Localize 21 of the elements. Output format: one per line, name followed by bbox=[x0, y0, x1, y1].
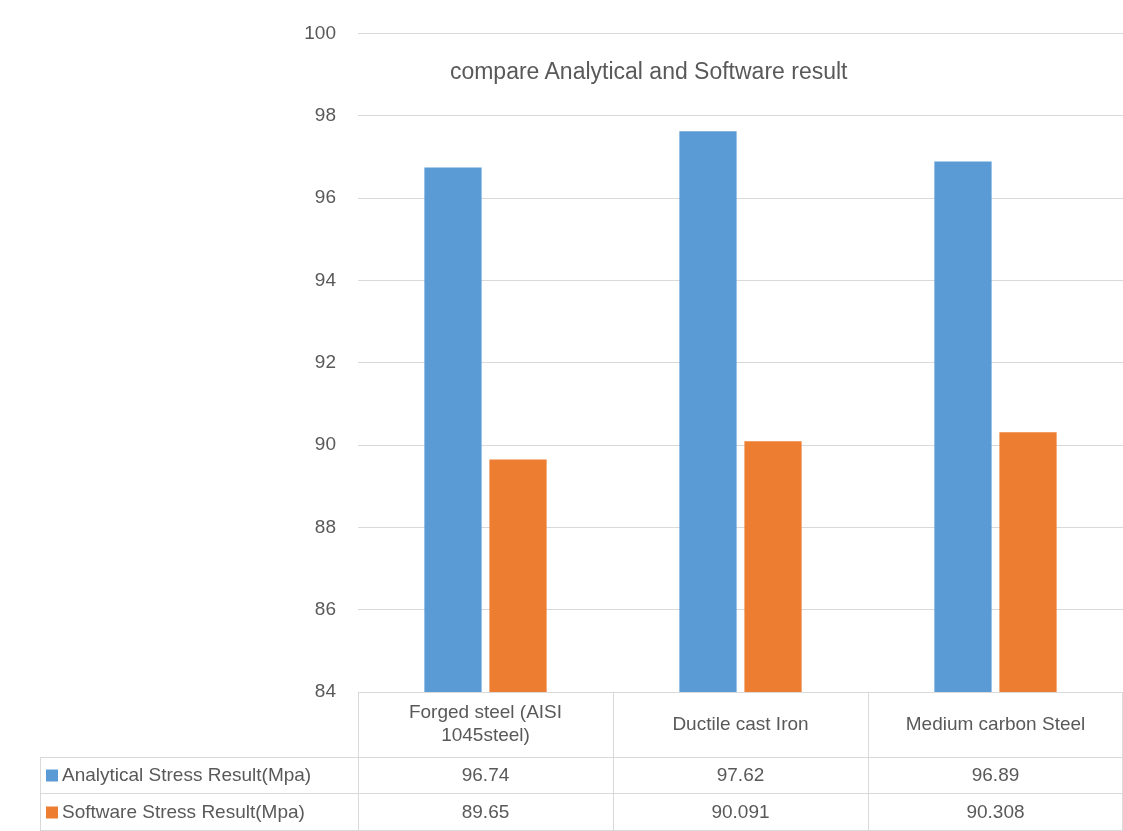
x-tick-label: Medium carbon Steel bbox=[905, 712, 1086, 734]
data-label: 97.62 bbox=[716, 763, 765, 785]
data-label: 89.65 bbox=[461, 800, 510, 822]
x-tick-label: Forged steel (AISI 1045steel) bbox=[408, 701, 563, 746]
x-tick-label: Ductile cast Iron bbox=[672, 712, 809, 734]
data-label: 90.308 bbox=[966, 800, 1025, 822]
y-tick-label: 94 bbox=[314, 268, 337, 290]
legend-label: Analytical Stress Result(Mpa) bbox=[62, 763, 312, 785]
data-label: 96.89 bbox=[971, 763, 1020, 785]
y-tick-label: 90 bbox=[314, 433, 336, 455]
y-tick-label: 96 bbox=[314, 186, 336, 208]
legend-label: Software Stress Result(Mpa) bbox=[62, 800, 305, 822]
data-label: 96.74 bbox=[461, 763, 510, 785]
y-tick-label: 92 bbox=[314, 350, 336, 372]
y-tick-label: 86 bbox=[314, 597, 336, 619]
y-tick-label: 100 bbox=[304, 21, 336, 43]
y-tick-label: 84 bbox=[314, 680, 337, 702]
data-label: 90.091 bbox=[711, 800, 770, 822]
y-tick-label: 88 bbox=[314, 515, 336, 537]
text: compare Analytical and Software result bbox=[449, 58, 849, 85]
y-tick-label: 98 bbox=[314, 103, 336, 125]
